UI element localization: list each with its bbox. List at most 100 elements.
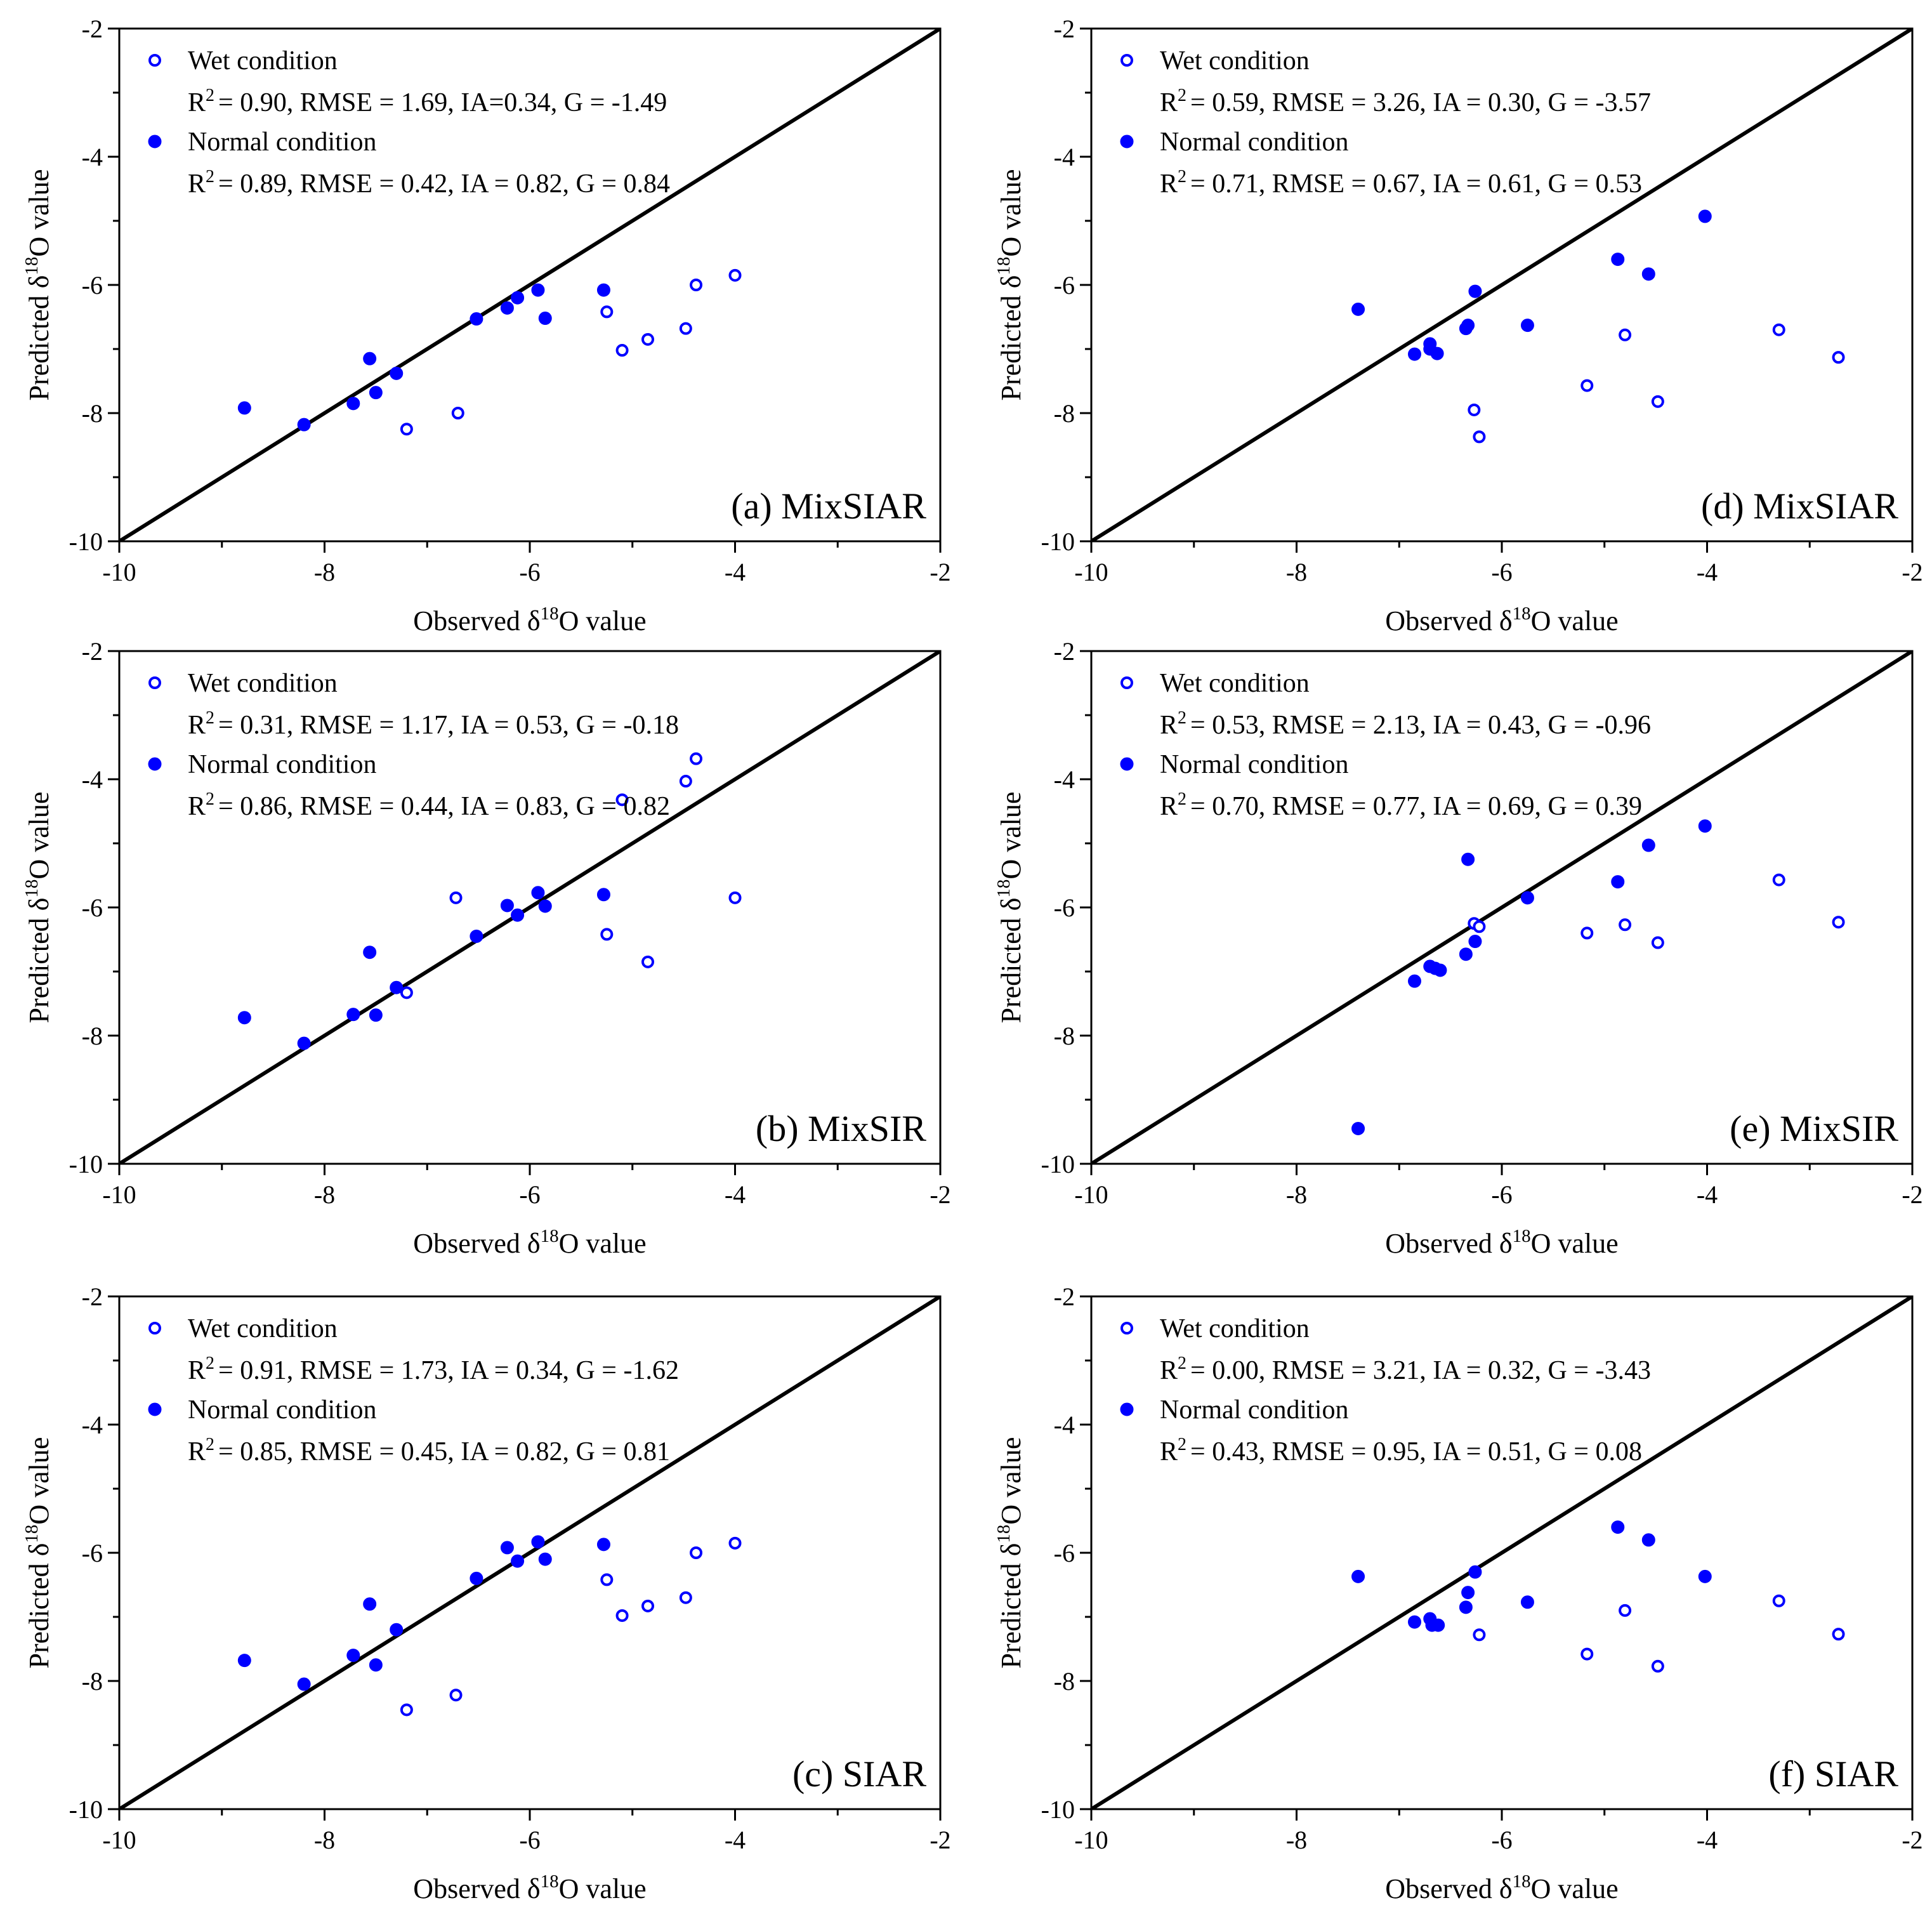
normal-condition-point <box>1408 1615 1422 1629</box>
legend-normal-label: Normal condition <box>1160 750 1348 779</box>
normal-condition-point <box>1408 974 1422 988</box>
normal-condition-point <box>511 908 525 922</box>
legend-normal-marker <box>148 757 162 771</box>
x-tick-label: -6 <box>519 1826 540 1854</box>
normal-condition-point <box>237 1654 251 1668</box>
y-tick-label: -10 <box>1041 527 1075 556</box>
wet-condition-point <box>641 333 655 346</box>
normal-condition-point <box>1641 267 1655 281</box>
normal-condition-point <box>1641 1533 1655 1547</box>
normal-condition-point <box>531 1535 545 1549</box>
wet-condition-point <box>1651 936 1664 949</box>
normal-condition-point <box>538 1552 552 1566</box>
normal-condition-point <box>1520 1595 1534 1609</box>
x-tick-label: -8 <box>1286 558 1307 586</box>
chart-panel: -10 -8 -6 -4 -2 -10 -8 -6 -4 -2 Wet condition R2 = 0… <box>994 637 1923 1259</box>
wet-condition-point <box>1619 328 1632 341</box>
legend-wet-label: Wet condition <box>188 1314 338 1343</box>
wet-condition-point <box>690 752 703 765</box>
normal-condition-point <box>1430 346 1444 360</box>
wet-condition-point <box>1619 918 1632 932</box>
wet-condition-point <box>1651 395 1664 408</box>
y-axis-title: Predicted δ18O value <box>994 1437 1027 1669</box>
panel-label: (d) MixSIAR <box>1701 485 1898 527</box>
wet-condition-point <box>615 1609 629 1622</box>
wet-condition-point <box>1772 323 1785 336</box>
y-tick-label: -4 <box>82 143 103 171</box>
y-tick-label: -2 <box>82 1282 103 1311</box>
wet-condition-point <box>641 1599 655 1612</box>
normal-condition-point <box>1698 819 1712 833</box>
chart-panel: -10 -8 -6 -4 -2 -10 -8 -6 -4 -2 Wet condition R2 = 0… <box>22 637 951 1259</box>
y-tick-label: -10 <box>1041 1150 1075 1178</box>
x-tick-label: -4 <box>1697 558 1718 586</box>
legend-wet-stats: R2 = 0.90, RMSE = 1.69, IA=0.34, G = -1.4… <box>188 86 667 117</box>
wet-condition-point <box>641 955 655 968</box>
normal-condition-point <box>531 283 545 297</box>
panel-label: (f) SIAR <box>1768 1753 1898 1795</box>
normal-condition-point <box>500 1541 514 1555</box>
y-tick-label: -8 <box>82 1667 103 1696</box>
y-tick-label: -6 <box>1054 1539 1075 1567</box>
wet-condition-point <box>690 279 703 291</box>
normal-condition-point <box>1520 319 1534 333</box>
legend-wet-label: Wet condition <box>1160 1314 1310 1343</box>
normal-condition-point <box>390 366 404 380</box>
x-tick-label: -10 <box>1074 558 1108 586</box>
legend-wet-stats: R2 = 0.00, RMSE = 3.21, IA = 0.32, G = -3… <box>1160 1354 1651 1385</box>
legend-normal-stats: R2 = 0.89, RMSE = 0.42, IA = 0.82, G = 0.… <box>188 167 670 199</box>
wet-condition-point <box>1580 1647 1594 1661</box>
wet-condition-point <box>1473 920 1486 933</box>
normal-condition-point <box>363 352 377 366</box>
wet-condition-point <box>600 928 614 941</box>
normal-condition-point <box>1611 253 1625 267</box>
normal-condition-point <box>1461 852 1475 866</box>
y-tick-label: -2 <box>1054 1282 1075 1311</box>
normal-condition-point <box>346 397 360 411</box>
y-tick-label: -10 <box>1041 1795 1075 1824</box>
legend-normal-label: Normal condition <box>188 750 376 779</box>
wet-condition-point <box>615 793 629 807</box>
legend-wet-label: Wet condition <box>1160 46 1310 76</box>
normal-condition-point <box>511 291 525 305</box>
y-tick-label: -10 <box>69 1150 103 1178</box>
wet-condition-point <box>449 891 463 904</box>
normal-condition-point <box>511 1554 525 1568</box>
legend-wet-marker <box>1120 54 1133 67</box>
chart-panel: -10 -8 -6 -4 -2 -10 -8 -6 -4 -2 Wet condition R2 = 0… <box>22 1282 951 1904</box>
normal-condition-point <box>1351 1121 1365 1135</box>
legend-wet-stats: R2 = 0.31, RMSE = 1.17, IA = 0.53, G = -0… <box>188 708 679 740</box>
y-tick-label: -4 <box>1054 143 1075 171</box>
normal-condition-point <box>1351 1569 1365 1583</box>
y-tick-label: -2 <box>1054 15 1075 43</box>
x-tick-label: -2 <box>930 1826 950 1854</box>
x-tick-label: -4 <box>725 1826 746 1854</box>
normal-condition-point <box>1459 1600 1473 1614</box>
x-axis-title: Observed δ18O value <box>1385 603 1618 636</box>
normal-condition-point <box>363 946 377 959</box>
legend-normal-label: Normal condition <box>1160 128 1348 157</box>
x-tick-label: -10 <box>1074 1826 1108 1854</box>
y-tick-label: -4 <box>82 1411 103 1439</box>
wet-condition-point <box>1473 430 1486 444</box>
chart-panel: -10 -8 -6 -4 -2 -10 -8 -6 -4 -2 Wet condition R2 = 0… <box>994 1282 1923 1904</box>
normal-condition-point <box>470 1571 483 1585</box>
wet-condition-point <box>1832 916 1845 929</box>
y-tick-label: -6 <box>1054 271 1075 300</box>
wet-condition-point <box>600 305 614 319</box>
legend-wet-stats: R2 = 0.59, RMSE = 3.26, IA = 0.30, G = -3… <box>1160 86 1651 117</box>
wet-condition-point <box>679 775 692 788</box>
x-tick-label: -10 <box>102 558 136 586</box>
wet-condition-point <box>400 986 413 999</box>
y-tick-label: -2 <box>82 15 103 43</box>
wet-condition-point <box>1772 873 1785 886</box>
normal-condition-point <box>596 1538 610 1552</box>
x-axis-title: Observed δ18O value <box>1385 1226 1618 1259</box>
x-axis-title: Observed δ18O value <box>413 1226 646 1259</box>
legend-normal-marker <box>1120 1402 1134 1416</box>
panel-label: (c) SIAR <box>792 1753 926 1795</box>
normal-condition-point <box>538 312 552 326</box>
normal-condition-point <box>346 1649 360 1663</box>
legend-normal-marker <box>148 1402 162 1416</box>
x-tick-label: -8 <box>1286 1826 1307 1854</box>
